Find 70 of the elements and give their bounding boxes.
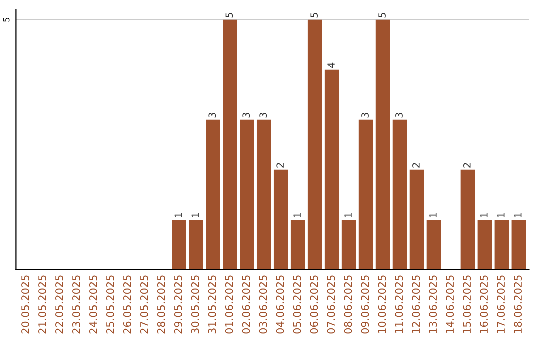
data-label: 3: [362, 113, 369, 118]
x-tick-label: 17.06.2025: [497, 276, 506, 334]
x-tick-label: 15.06.2025: [463, 276, 472, 334]
data-label: 1: [344, 213, 352, 218]
x-tick-label: 13.06.2025: [429, 276, 438, 334]
data-label: 3: [396, 113, 403, 118]
bar: [358, 120, 374, 270]
x-tick-label: 07.06.2025: [327, 276, 336, 334]
data-label: 2: [464, 163, 471, 168]
x-tick-label: 05.06.2025: [293, 276, 302, 334]
x-tick-label: 18.06.2025: [514, 276, 522, 334]
x-tick-label: 25.05.2025: [106, 276, 114, 334]
data-label: 5: [378, 13, 386, 18]
data-label: 1: [480, 213, 488, 218]
bar: [478, 220, 492, 270]
bar: [494, 220, 510, 270]
x-tick-label: 28.05.2025: [157, 276, 166, 334]
x-tick-label: 27.05.2025: [140, 276, 148, 334]
bar: [172, 220, 186, 270]
x-tick-label: 26.05.2025: [123, 276, 132, 334]
bar: [342, 220, 356, 270]
x-tick-label: 29.05.2025: [174, 276, 182, 334]
bar: [324, 70, 340, 270]
data-label: 2: [276, 163, 284, 168]
bar: [512, 220, 526, 270]
x-tick-label: 02.06.2025: [242, 276, 250, 334]
bar: [274, 170, 288, 270]
x-tick-label: 22.05.2025: [56, 276, 64, 334]
bar: [189, 220, 204, 270]
x-tick-label: 06.06.2025: [310, 276, 318, 334]
x-tick-label: 03.06.2025: [259, 276, 268, 334]
x-tick-label: 08.06.2025: [344, 276, 352, 334]
bar: [426, 220, 442, 270]
x-tick-label: 30.05.2025: [191, 276, 200, 334]
data-label: 3: [260, 113, 268, 118]
bar: [290, 220, 306, 270]
data-label: 3: [208, 113, 216, 118]
x-tick-label: 11.06.2025: [395, 276, 404, 334]
data-label: 5: [226, 13, 234, 18]
x-tick-label: 01.06.2025: [225, 276, 234, 334]
bar: [223, 20, 238, 270]
bar: [256, 120, 272, 270]
data-label: 1: [192, 213, 199, 218]
bar: [206, 120, 220, 270]
bar: [392, 120, 408, 270]
data-label: 1: [498, 213, 505, 218]
x-tick-label: 14.06.2025: [446, 276, 454, 334]
x-tick-label: 24.05.2025: [89, 276, 98, 334]
bar: [376, 20, 390, 270]
x-tick-label: 21.05.2025: [38, 276, 46, 334]
data-label: 3: [242, 113, 250, 118]
data-label: 1: [174, 213, 182, 218]
data-label: 1: [294, 213, 301, 218]
bar: [410, 170, 424, 270]
x-tick-label: 20.05.2025: [22, 276, 30, 334]
x-tick-label: 09.06.2025: [361, 276, 370, 334]
x-tick-label: 12.06.2025: [412, 276, 420, 334]
x-tick-label: 04.06.2025: [276, 276, 284, 334]
x-tick-label: 16.06.2025: [480, 276, 488, 334]
data-label: 1: [514, 213, 522, 218]
x-tick-label: 31.05.2025: [208, 276, 216, 334]
x-tick-label: 23.05.2025: [72, 276, 80, 334]
data-label: 5: [310, 13, 318, 18]
bar: [240, 120, 254, 270]
data-label: 2: [412, 163, 420, 168]
x-tick-label: 10.06.2025: [378, 276, 386, 334]
bar: [460, 170, 476, 270]
bar: [308, 20, 322, 270]
data-label: 1: [430, 213, 437, 218]
data-label: 4: [328, 62, 335, 68]
